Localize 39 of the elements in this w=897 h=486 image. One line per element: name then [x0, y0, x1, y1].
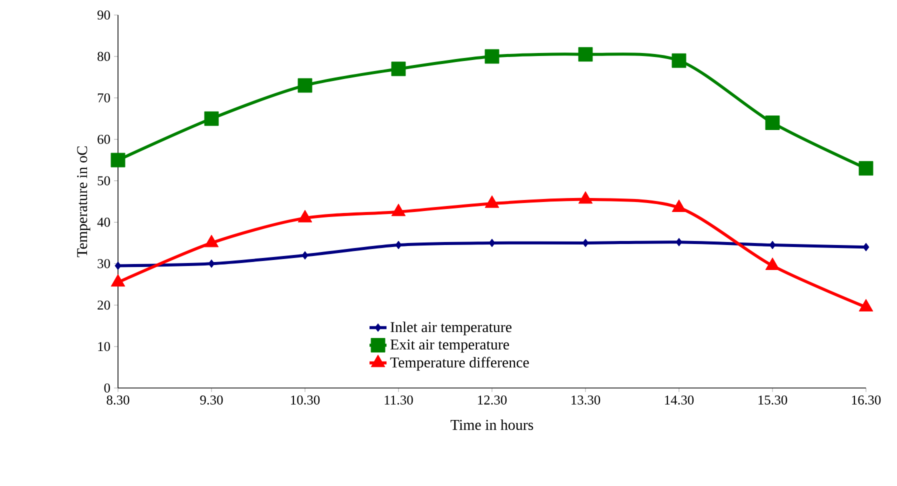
point [298, 78, 312, 93]
point [204, 111, 219, 126]
x-tick-label: 10.30 [291, 395, 320, 405]
point [302, 251, 308, 260]
x-tick-label: 15.30 [758, 395, 788, 405]
legend-label: Exit air temperature [390, 340, 509, 353]
point [395, 240, 402, 250]
point [862, 242, 870, 252]
point [765, 116, 780, 130]
point [676, 238, 682, 246]
x-tick-label: 12.30 [478, 395, 507, 405]
point [484, 49, 500, 64]
x-tick-label: 9.30 [200, 395, 223, 405]
point [672, 53, 686, 68]
legend-label: Inlet air temperature [390, 322, 512, 336]
y-tick-label: 0 [104, 383, 110, 393]
x-tick-label: 11.30 [384, 395, 413, 405]
y-tick-label: 90 [97, 10, 110, 20]
y-tick-label: 70 [98, 93, 110, 102]
y-tick-label: 10 [98, 342, 110, 352]
point [858, 161, 874, 176]
point [114, 262, 122, 270]
y-axis-title: Temperature in oC [77, 146, 90, 258]
x-axis-title: Time in hours [450, 419, 534, 430]
point [578, 47, 593, 62]
legend-label: Temperature difference [390, 356, 529, 371]
y-tick-label: 50 [98, 176, 110, 186]
x-tick-label: 8.30 [106, 395, 130, 405]
y-tick-label: 40 [97, 218, 110, 227]
y-tick-label: 80 [98, 52, 110, 61]
x-tick-label: 16.30 [852, 395, 881, 405]
y-tick-label: 60 [98, 134, 110, 144]
x-tick-label: 14.30 [665, 395, 694, 405]
x-tick-label: 13.30 [572, 395, 600, 405]
y-tick-label: 20 [98, 300, 110, 310]
y-tick-label: 30 [98, 259, 110, 268]
point [208, 259, 215, 268]
point [391, 62, 406, 76]
point [110, 152, 126, 168]
